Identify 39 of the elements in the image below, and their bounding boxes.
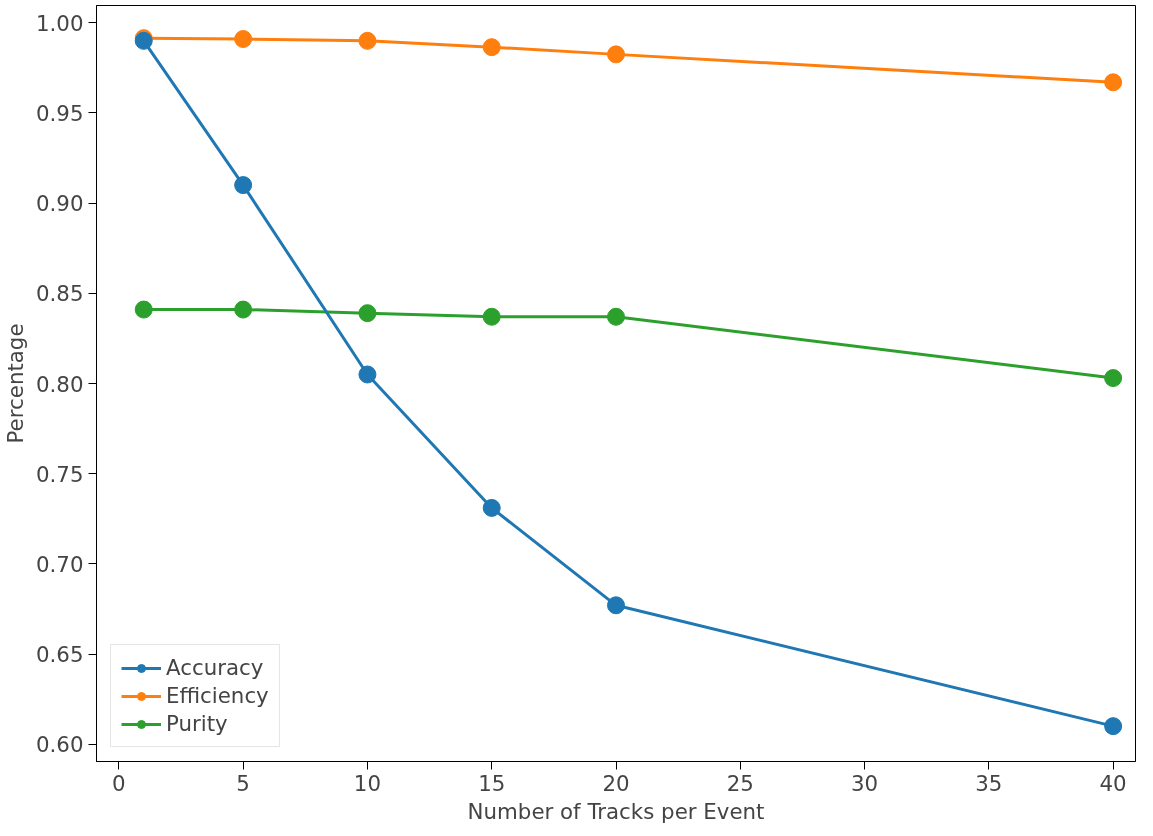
point — [607, 596, 625, 615]
legend-label: Efficiency — [166, 683, 269, 708]
legend-label: Purity — [166, 711, 228, 736]
point — [358, 31, 377, 50]
y-tick-label: 0.95 — [36, 100, 84, 126]
y-tick-label: 0.85 — [36, 281, 84, 307]
point — [607, 307, 625, 326]
point — [607, 45, 625, 64]
x-tick-label: 15 — [478, 770, 506, 796]
y-tick-label: 0.65 — [36, 642, 84, 668]
point — [234, 176, 253, 195]
x-tick-label: 40 — [1099, 770, 1127, 796]
y-tick-label: 0.75 — [36, 461, 84, 487]
point — [482, 307, 501, 326]
x-tick-label: 5 — [236, 770, 250, 796]
legend-label: Accuracy — [166, 655, 264, 680]
point — [358, 365, 377, 384]
point — [234, 300, 253, 319]
x-tick-label: 35 — [975, 770, 1003, 796]
point — [482, 38, 501, 57]
point — [482, 498, 501, 517]
y-tick-label: 0.80 — [36, 371, 84, 397]
y-tick-label: 0.90 — [36, 191, 84, 217]
point — [1104, 369, 1123, 388]
x-tick-label: 20 — [602, 770, 630, 796]
y-axis-title: Percentage — [3, 323, 29, 444]
point — [1104, 73, 1123, 92]
point — [234, 30, 253, 49]
x-tick-label: 10 — [353, 770, 382, 796]
y-tick-label: 1.00 — [36, 10, 84, 36]
point — [358, 304, 377, 323]
y-tick-label: 0.60 — [36, 732, 84, 758]
point — [134, 300, 153, 319]
y-tick-label: 0.70 — [36, 551, 84, 577]
x-axis-title: Number of Tracks per Event — [467, 798, 765, 824]
point — [1104, 717, 1123, 736]
x-tick-label: 30 — [850, 770, 879, 796]
x-tick-label: 25 — [726, 770, 754, 796]
x-tick-label: 0 — [112, 770, 126, 796]
